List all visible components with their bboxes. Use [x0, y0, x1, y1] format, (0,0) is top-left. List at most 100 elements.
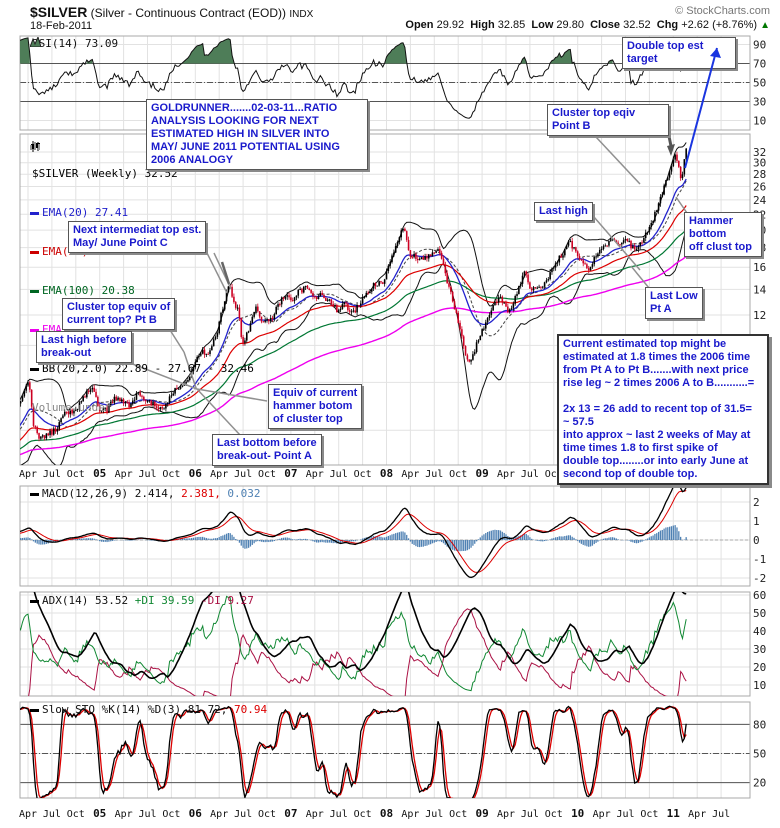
svg-text:20: 20 — [753, 777, 766, 790]
svg-text:26: 26 — [753, 181, 766, 194]
rsi-overbought-fill — [384, 42, 407, 64]
chart-date: 18-Feb-2011 — [30, 20, 93, 32]
svg-text:Apr: Apr — [497, 469, 515, 480]
ema20-line — [20, 178, 687, 428]
svg-text:Oct: Oct — [258, 809, 276, 820]
svg-text:Apr: Apr — [593, 809, 611, 820]
svg-text:06: 06 — [189, 807, 203, 820]
svg-text:11: 11 — [667, 807, 681, 820]
rsi-overbought-fill — [609, 60, 613, 64]
macd-hist-value: 0.032 — [220, 487, 261, 500]
legend-row-volume: Volume undef — [30, 142, 254, 414]
annotation-next-intermediate-top: Next intermediat top est. May/ June Poin… — [68, 221, 207, 253]
svg-text:07: 07 — [284, 467, 297, 480]
low-label: Low — [531, 19, 554, 31]
svg-text:08: 08 — [380, 467, 393, 480]
svg-text:50: 50 — [753, 748, 766, 761]
svg-text:10: 10 — [753, 115, 766, 128]
svg-text:Apr: Apr — [306, 809, 324, 820]
ohlc-quote: Open 29.92 High 32.85 Low 29.80 Close 32… — [405, 19, 770, 31]
annotation-last-low-pt-a: Last Low Pt A — [645, 287, 703, 319]
price-legend-symbol: $SILVER (Weekly) 32.52 — [32, 167, 178, 180]
annotation-equiv-hammer-bottom: Equiv of current hammer botom of cluster… — [268, 384, 363, 429]
bb-dash-icon — [30, 367, 39, 371]
svg-text:Apr: Apr — [115, 469, 133, 480]
svg-text:0: 0 — [753, 534, 760, 547]
svg-text:Jul: Jul — [234, 469, 252, 480]
svg-text:Jul: Jul — [521, 809, 539, 820]
svg-text:90: 90 — [753, 39, 766, 52]
svg-text:80: 80 — [753, 718, 766, 731]
svg-text:Jul: Jul — [330, 809, 348, 820]
sto-k-line — [20, 705, 687, 798]
macd-axis-labels: 2 1 0 -1 -2 — [753, 496, 766, 585]
svg-text:Oct: Oct — [162, 809, 180, 820]
svg-text:Oct: Oct — [354, 809, 372, 820]
svg-text:Oct: Oct — [162, 469, 180, 480]
svg-text:Oct: Oct — [640, 809, 658, 820]
svg-text:32: 32 — [753, 146, 766, 159]
rsi-legend: RSI(14) 73.09 — [30, 37, 118, 50]
svg-text:Jul: Jul — [138, 809, 156, 820]
macd-signal-value: 2.381, — [174, 487, 221, 500]
open-label: Open — [405, 19, 434, 31]
rsi-axis-labels: 90 70 50 30 10 — [753, 39, 766, 128]
svg-text:Oct: Oct — [449, 469, 467, 480]
svg-text:50: 50 — [753, 77, 766, 90]
ema20-label: EMA(20) 27.41 — [42, 206, 129, 219]
bb-upper-band — [20, 142, 687, 412]
plus-di-value: +DI 39.59 — [128, 594, 195, 607]
macd-dash-icon — [30, 492, 39, 496]
sto-panel-grid — [20, 702, 750, 798]
macd-label: MACD(12,26,9) 2.414, — [42, 487, 175, 500]
legend-row-bb: BB(20,2.0) 22.89 - 27.67 - 32.46 — [30, 362, 254, 375]
svg-text:Oct: Oct — [258, 469, 276, 480]
svg-text:Jul: Jul — [43, 469, 61, 480]
svg-text:Apr: Apr — [115, 809, 133, 820]
svg-text:07: 07 — [284, 807, 297, 820]
rsi-line — [20, 37, 687, 119]
legend-row-ema100: EMA(100) 20.38 — [30, 284, 254, 297]
svg-text:Oct: Oct — [67, 809, 85, 820]
svg-text:Jul: Jul — [138, 469, 156, 480]
svg-text:Oct: Oct — [545, 469, 563, 480]
chg-up-arrow-icon: ▲ — [760, 20, 770, 31]
plus-di-line — [20, 595, 687, 692]
chg-value: +2.62 (+8.76%) — [678, 19, 761, 31]
svg-text:30: 30 — [753, 643, 766, 656]
svg-text:20: 20 — [753, 661, 766, 674]
svg-text:Jul: Jul — [616, 809, 634, 820]
ema50-dash-icon — [30, 250, 39, 254]
svg-text:10: 10 — [571, 807, 584, 820]
annotation-last-high-breakout: Last high before break-out — [36, 331, 132, 363]
sto-d-value: 70.94 — [227, 703, 268, 716]
svg-text:10: 10 — [753, 679, 766, 692]
minus-di-line — [28, 608, 687, 696]
macd-line — [20, 486, 687, 579]
svg-text:Jul: Jul — [521, 469, 539, 480]
svg-text:Apr: Apr — [19, 809, 37, 820]
volume-label: Volume undef — [32, 401, 112, 414]
minus-di-value: -DI 9.27 — [194, 594, 254, 607]
macd-legend: MACD(12,26,9) 2.414, 2.381, 0.032 — [30, 487, 261, 500]
sto-label: Slow STO %K(14) %D(3) 81.72, — [42, 703, 228, 716]
svg-text:06: 06 — [189, 467, 203, 480]
svg-text:2: 2 — [753, 496, 760, 509]
annotation-double-top-target: Double top est target — [622, 37, 736, 69]
svg-text:12: 12 — [753, 309, 766, 322]
svg-text:Oct: Oct — [67, 469, 85, 480]
close-label: Close — [590, 19, 621, 31]
svg-text:Jul: Jul — [425, 809, 443, 820]
svg-text:14: 14 — [753, 283, 767, 296]
svg-text:Jul: Jul — [712, 809, 730, 820]
rsi-overbought-fill — [550, 49, 574, 64]
sto-axis-labels: 80 50 20 — [753, 718, 766, 789]
ema50-line — [20, 205, 687, 441]
svg-text:60: 60 — [753, 589, 766, 602]
svg-text:Jul: Jul — [330, 469, 348, 480]
annotation-hammer-bottom: Hammer bottom off clust top — [684, 212, 762, 257]
close-value: 32.52 — [620, 19, 657, 31]
sto-dash-icon — [30, 708, 39, 712]
price-axis-labels: 3230282624222018161412 — [753, 146, 767, 322]
svg-text:Jul: Jul — [234, 809, 252, 820]
